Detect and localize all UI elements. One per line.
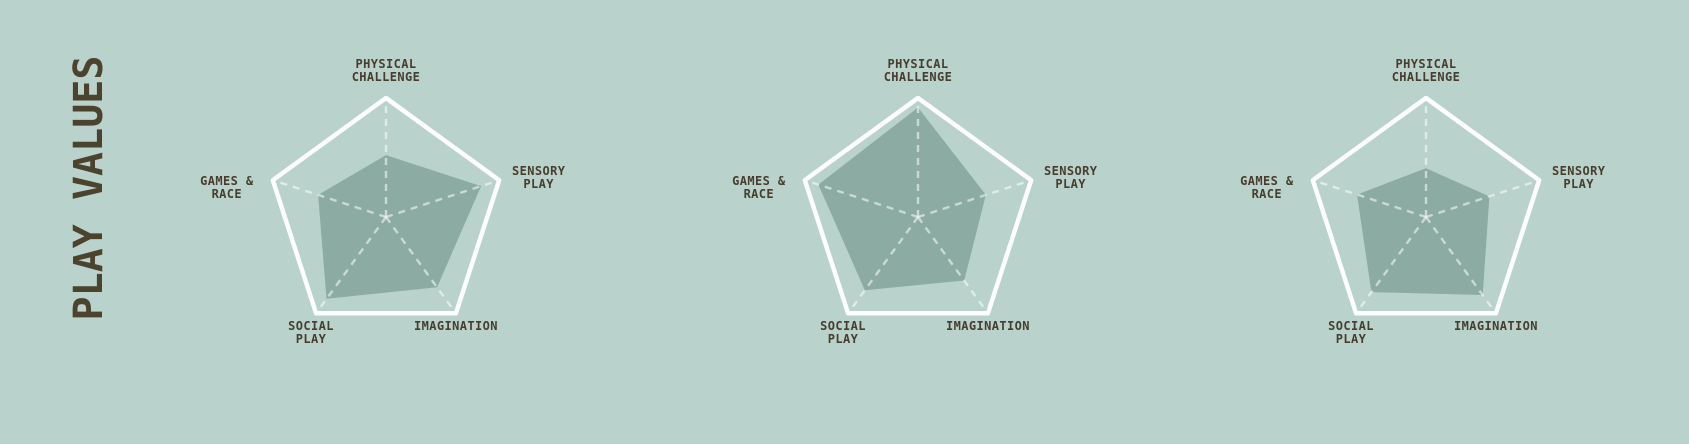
axis-label-line: SOCIAL xyxy=(1328,319,1374,334)
radar-chart-3: PHYSICAL CHALLENGE SENSORY PLAY IMAGINATION S… xyxy=(1226,47,1626,387)
axis-label-social-play: SOCIAL PLAY xyxy=(783,320,903,346)
radar-spoke xyxy=(272,179,387,219)
axis-label-line: CHALLENGE xyxy=(883,70,953,84)
axis-label-line: PLAY xyxy=(827,332,859,347)
radar-chart-1: PHYSICAL CHALLENGE SENSORY PLAY IMAGINATION S… xyxy=(186,47,586,387)
axis-label-line: SENSORY xyxy=(1551,164,1606,179)
axis-label-physical-challenge: PHYSICAL CHALLENGE xyxy=(306,58,466,84)
axis-label-sensory-play: SENSORY PLAY xyxy=(511,165,566,191)
axis-label-imagination: IMAGINATION xyxy=(908,320,1068,333)
axis-label-line: GAMES & xyxy=(1240,174,1294,189)
axis-label-imagination: IMAGINATION xyxy=(376,320,536,333)
axis-label-line: PHYSICAL xyxy=(355,57,417,71)
radar-svg xyxy=(270,95,502,316)
axis-label-line: CHALLENGE xyxy=(1391,70,1461,84)
axis-label-line: IMAGINATION xyxy=(1454,319,1538,334)
axis-label-social-play: SOCIAL PLAY xyxy=(1291,320,1411,346)
axis-label-physical-challenge: PHYSICAL CHALLENGE xyxy=(838,58,998,84)
axis-label-line: PLAY xyxy=(1563,177,1594,192)
radar-spoke xyxy=(385,216,457,315)
radar-spoke xyxy=(804,179,919,219)
axis-label-line: PHYSICAL xyxy=(1395,57,1457,71)
axis-label-games-race: GAMES & RACE xyxy=(197,175,257,201)
axis-label-line: RACE xyxy=(743,187,775,202)
axis-label-games-race: GAMES & RACE xyxy=(1237,175,1297,201)
axis-label-line: PLAY xyxy=(523,177,554,192)
axis-label-line: PLAY xyxy=(1335,332,1367,347)
axis-label-line: PLAY xyxy=(1055,177,1086,192)
axis-label-line: CHALLENGE xyxy=(351,70,421,84)
radar-svg xyxy=(1310,95,1542,316)
radar-spoke xyxy=(917,179,1032,219)
radar-grid-pentagon xyxy=(270,95,502,316)
axis-label-line: IMAGINATION xyxy=(414,319,498,334)
poster-title: PLAY VALUES xyxy=(66,55,112,321)
axis-label-imagination: IMAGINATION xyxy=(1416,320,1576,333)
radar-fill-polygon xyxy=(318,155,482,299)
radar-svg xyxy=(802,95,1034,316)
axis-label-line: IMAGINATION xyxy=(946,319,1030,334)
radar-fill-polygon xyxy=(818,107,986,291)
axis-label-physical-challenge: PHYSICAL CHALLENGE xyxy=(1346,58,1506,84)
axis-label-games-race: GAMES & RACE xyxy=(729,175,789,201)
radar-spoke xyxy=(1425,179,1540,219)
radar-fill-polygon xyxy=(1357,168,1490,295)
axis-label-line: RACE xyxy=(1251,187,1283,202)
radar-spoke xyxy=(917,216,989,315)
axis-label-sensory-play: SENSORY PLAY xyxy=(1551,165,1606,191)
axis-label-line: RACE xyxy=(211,187,243,202)
axis-label-line: PHYSICAL xyxy=(887,57,949,71)
radar-spoke xyxy=(1425,216,1497,315)
axis-label-line: SENSORY xyxy=(1043,164,1098,179)
axis-label-line: SOCIAL xyxy=(820,319,866,334)
radar-chart-2: PHYSICAL CHALLENGE SENSORY PLAY IMAGINATION S… xyxy=(718,47,1118,387)
radar-spoke xyxy=(847,216,919,315)
axis-label-line: GAMES & xyxy=(732,174,786,189)
radar-spoke xyxy=(315,216,387,315)
axis-label-line: GAMES & xyxy=(200,174,254,189)
axis-label-line: SENSORY xyxy=(511,164,566,179)
axis-label-sensory-play: SENSORY PLAY xyxy=(1043,165,1098,191)
radar-spoke xyxy=(1355,216,1427,315)
radar-grid-pentagon xyxy=(1310,95,1542,316)
radar-grid-pentagon xyxy=(802,95,1034,316)
radar-spoke xyxy=(385,179,500,219)
axis-label-social-play: SOCIAL PLAY xyxy=(251,320,371,346)
axis-label-line: SOCIAL xyxy=(288,319,334,334)
radar-spoke xyxy=(1312,179,1427,219)
axis-label-line: PLAY xyxy=(295,332,327,347)
